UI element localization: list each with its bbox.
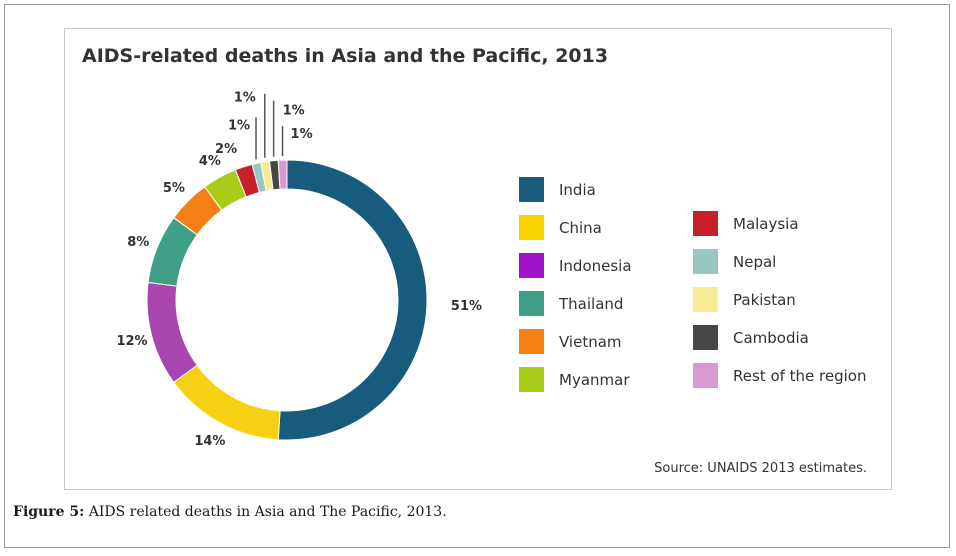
legend-swatch-rest-of-the-region [693, 363, 718, 388]
legend-item-indonesia: Indonesia [519, 253, 632, 278]
legend-label-china: China [559, 219, 602, 237]
pct-label-india: 51% [451, 299, 482, 314]
legend-item-myanmar: Myanmar [519, 367, 630, 392]
legend-swatch-thailand [519, 291, 544, 316]
pct-label-thailand: 8% [127, 235, 149, 250]
legend-swatch-malaysia [693, 211, 718, 236]
donut-slices [146, 159, 428, 441]
legend-label-india: India [559, 181, 596, 199]
legend-item-china: China [519, 215, 602, 240]
pct-label-rest-of-the-region: 1% [291, 127, 313, 142]
percentage-labels: 51% 14% 12% 8% 5% 4%2% 1% 1% 1% 1% [116, 91, 482, 449]
legend-label-myanmar: Myanmar [559, 371, 630, 389]
legend-label-cambodia: Cambodia [733, 329, 809, 347]
legend-swatch-pakistan [693, 287, 718, 312]
pct-label-vietnam: 5% [163, 181, 185, 196]
caption-label: Figure 5: [13, 504, 85, 520]
legend-swatch-china [519, 215, 544, 240]
chart-panel [64, 28, 892, 490]
figure-caption: Figure 5: AIDS related deaths in Asia an… [13, 504, 447, 520]
chart-title: AIDS-related deaths in Asia and the Paci… [82, 45, 608, 67]
caption-text: AIDS related deaths in Asia and The Paci… [84, 504, 447, 520]
legend-item-pakistan: Pakistan [693, 287, 796, 312]
legend-label-pakistan: Pakistan [733, 291, 796, 309]
legend-item-vietnam: Vietnam [519, 329, 622, 354]
legend-item-nepal: Nepal [693, 249, 776, 274]
legend-label-malaysia: Malaysia [733, 215, 799, 233]
pct-label-china: 14% [194, 434, 225, 449]
slice-rest-of-the-region [277, 159, 288, 190]
slice-indonesia [146, 281, 198, 383]
legend-swatch-myanmar [519, 367, 544, 392]
legend-swatch-nepal [693, 249, 718, 274]
slice-china [173, 364, 281, 441]
pct-label-nepal: 1% [228, 118, 250, 133]
pct-label-malaysia: 2% [215, 142, 237, 157]
legend-swatch-india [519, 177, 544, 202]
legend-label-indonesia: Indonesia [559, 257, 632, 275]
legend-item-india: India [519, 177, 596, 202]
legend-label-thailand: Thailand [558, 295, 623, 313]
legend-swatch-vietnam [519, 329, 544, 354]
slice-india [277, 159, 428, 441]
legend-swatch-indonesia [519, 253, 544, 278]
legend-swatch-cambodia [693, 325, 718, 350]
legend-item-cambodia: Cambodia [693, 325, 809, 350]
legend-item-thailand: Thailand [519, 291, 623, 316]
legend-label-vietnam: Vietnam [559, 333, 622, 351]
pct-label-indonesia: 12% [116, 334, 147, 349]
legend-label-rest-of-the-region: Rest of the region [733, 367, 867, 385]
legend: India China Indonesia Thailand Vietnam Myanma… [519, 177, 867, 392]
legend-label-nepal: Nepal [733, 253, 776, 271]
pct-label-myanmar: 4% [199, 154, 221, 169]
label-leader-lines [255, 93, 284, 160]
pct-label-pakistan: 1% [234, 91, 256, 106]
legend-item-rest-of-the-region: Rest of the region [693, 363, 867, 388]
pct-label-cambodia: 1% [283, 104, 305, 119]
legend-item-malaysia: Malaysia [693, 211, 799, 236]
source-note: Source: UNAIDS 2013 estimates. [654, 461, 867, 476]
